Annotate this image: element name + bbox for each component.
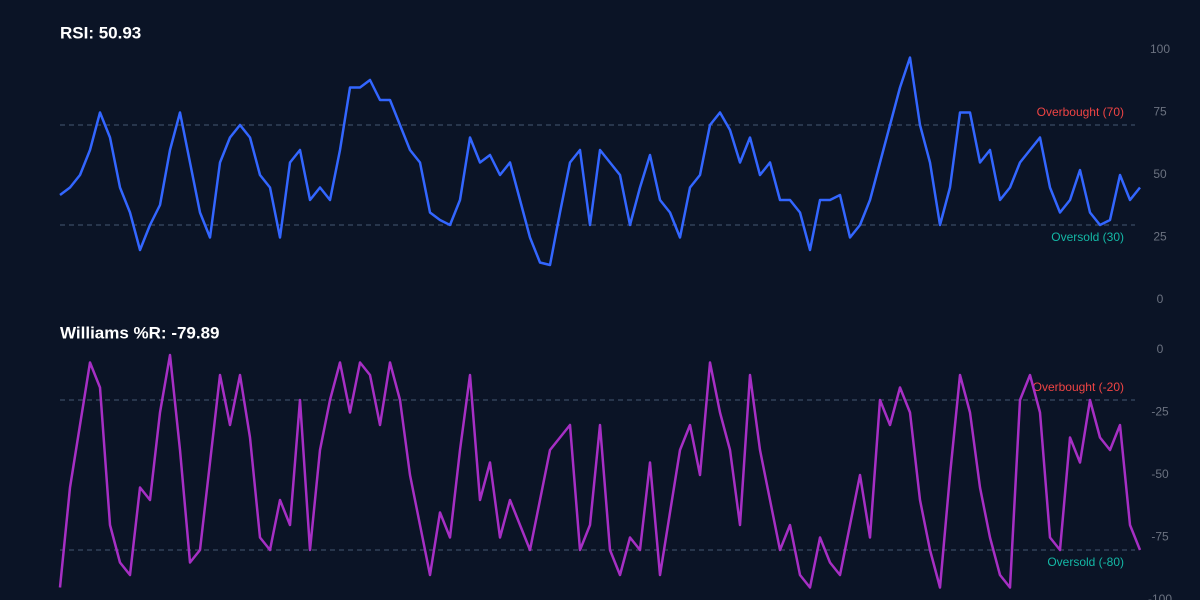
y-tick-label: 25 [1153,230,1167,244]
y-tick-label: 50 [1153,167,1167,181]
reference-label: Overbought (70) [1037,105,1124,119]
y-tick-label: 0 [1157,342,1164,356]
y-tick-label: 100 [1150,42,1170,56]
y-tick-label: -25 [1151,405,1169,419]
y-tick-label: -50 [1151,467,1169,481]
y-tick-label: 75 [1153,105,1167,119]
y-tick-label: 0 [1157,292,1164,306]
chart-title: RSI: 50.93 [60,23,141,42]
reference-label: Oversold (30) [1051,230,1124,244]
reference-label: Overbought (-20) [1033,380,1124,394]
indicator-line [58,353,1142,589]
indicator-line [59,56,1141,267]
y-tick-label: -100 [1148,592,1172,600]
reference-label: Oversold (-80) [1047,555,1124,569]
y-tick-label: -75 [1151,530,1169,544]
chart-title: Williams %R: -79.89 [60,323,220,342]
